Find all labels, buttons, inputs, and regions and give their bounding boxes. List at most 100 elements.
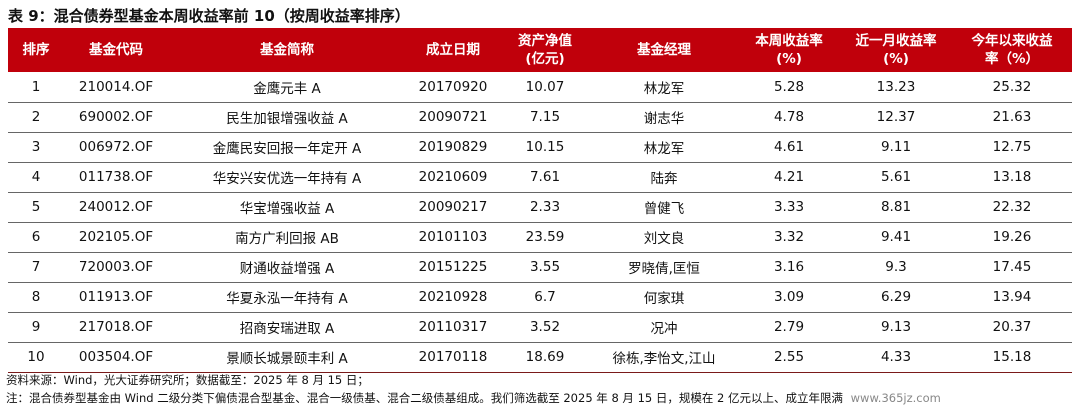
- cell-monthly-return: 5.61: [840, 162, 952, 193]
- footnote: 注：混合债券型基金由 Wind 二级分类下偏债混合型基金、混合一级债基、混合二级…: [6, 390, 941, 406]
- cell-monthly-return: 9.41: [840, 222, 952, 253]
- cell-ytd-return: 13.94: [952, 282, 1072, 313]
- table-row: 8 011913.OF 华夏永泓一年持有 A 20210928 6.7 何家琪 3.09 6.…: [8, 282, 1072, 313]
- cell-fund-code: 720003.OF: [64, 252, 168, 283]
- cell-fund-code: 210014.OF: [64, 72, 168, 103]
- header-net-assets: 资产净值 (亿元): [518, 33, 572, 67]
- header-rank: 排序: [22, 42, 50, 58]
- cell-fund-name: 南方广利回报 AB: [168, 222, 406, 253]
- cell-fund-code: 011913.OF: [64, 282, 168, 313]
- cell-rank: 5: [8, 192, 64, 223]
- cell-fund-manager: 林龙军: [590, 72, 738, 103]
- cell-rank: 4: [8, 162, 64, 193]
- cell-net-assets: 18.69: [500, 342, 590, 373]
- cell-monthly-return: 12.37: [840, 102, 952, 133]
- cell-net-assets: 6.7: [500, 282, 590, 313]
- cell-inception-date: 20170920: [406, 72, 500, 103]
- cell-fund-name: 财通收益增强 A: [168, 252, 406, 283]
- cell-inception-date: 20090217: [406, 192, 500, 223]
- cell-fund-code: 202105.OF: [64, 222, 168, 253]
- table-header-row: 排序 基金代码 基金简称 成立日期 资产净值 (亿元) 基金经理 本周收益率 (…: [8, 28, 1072, 72]
- cell-net-assets: 3.55: [500, 252, 590, 283]
- header-weekly-return: 本周收益率 (%): [755, 33, 823, 67]
- table-row: 7 720003.OF 财通收益增强 A 20151225 3.55 罗晓倩,匡恒 3.16…: [8, 252, 1072, 283]
- table-row: 6 202105.OF 南方广利回报 AB 20101103 23.59 刘文良 3.32 9…: [8, 222, 1072, 253]
- table-row: 2 690002.OF 民生加银增强收益 A 20090721 7.15 谢志华 4.78 1…: [8, 102, 1072, 133]
- cell-fund-manager: 林龙军: [590, 132, 738, 163]
- cell-net-assets: 10.07: [500, 72, 590, 103]
- cell-ytd-return: 15.18: [952, 342, 1072, 373]
- cell-fund-name: 金鹰民安回报一年定开 A: [168, 132, 406, 163]
- cell-ytd-return: 13.18: [952, 162, 1072, 193]
- cell-inception-date: 20170118: [406, 342, 500, 373]
- cell-weekly-return: 5.28: [738, 72, 840, 103]
- cell-monthly-return: 6.29: [840, 282, 952, 313]
- cell-rank: 10: [8, 342, 64, 373]
- cell-rank: 2: [8, 102, 64, 133]
- cell-fund-manager: 谢志华: [590, 102, 738, 133]
- cell-fund-manager: 徐栋,李怡文,江山: [590, 342, 738, 373]
- cell-monthly-return: 4.33: [840, 342, 952, 373]
- cell-fund-code: 240012.OF: [64, 192, 168, 223]
- source-note: 资料来源：Wind，光大证券研究所；数据截至：2025 年 8 月 15 日；: [6, 373, 369, 387]
- cell-monthly-return: 13.23: [840, 72, 952, 103]
- cell-monthly-return: 9.11: [840, 132, 952, 163]
- cell-ytd-return: 22.32: [952, 192, 1072, 223]
- cell-monthly-return: 8.81: [840, 192, 952, 223]
- cell-fund-manager: 何家琪: [590, 282, 738, 313]
- cell-net-assets: 10.15: [500, 132, 590, 163]
- cell-weekly-return: 3.32: [738, 222, 840, 253]
- cell-net-assets: 2.33: [500, 192, 590, 223]
- table-row: 4 011738.OF 华安兴安优选一年持有 A 20210609 7.61 陆奔 4.21…: [8, 162, 1072, 193]
- cell-ytd-return: 17.45: [952, 252, 1072, 283]
- cell-ytd-return: 12.75: [952, 132, 1072, 163]
- cell-fund-name: 华夏永泓一年持有 A: [168, 282, 406, 313]
- watermark: www.365jz.com: [850, 391, 941, 405]
- cell-inception-date: 20090721: [406, 102, 500, 133]
- cell-monthly-return: 9.3: [840, 252, 952, 283]
- cell-rank: 8: [8, 282, 64, 313]
- cell-ytd-return: 25.32: [952, 72, 1072, 103]
- cell-fund-code: 003504.OF: [64, 342, 168, 373]
- cell-weekly-return: 3.09: [738, 282, 840, 313]
- table-row: 5 240012.OF 华宝增强收益 A 20090217 2.33 曾健飞 3.33 8.8…: [8, 192, 1072, 223]
- header-fund-code: 基金代码: [89, 42, 143, 58]
- cell-weekly-return: 4.21: [738, 162, 840, 193]
- cell-net-assets: 3.52: [500, 312, 590, 343]
- cell-ytd-return: 19.26: [952, 222, 1072, 253]
- cell-inception-date: 20110317: [406, 312, 500, 343]
- cell-fund-manager: 罗晓倩,匡恒: [590, 252, 738, 283]
- cell-fund-name: 金鹰元丰 A: [168, 72, 406, 103]
- table-row: 3 006972.OF 金鹰民安回报一年定开 A 20190829 10.15 林龙军 4.…: [8, 132, 1072, 163]
- cell-fund-manager: 况冲: [590, 312, 738, 343]
- fund-ranking-table: 排序 基金代码 基金简称 成立日期 资产净值 (亿元) 基金经理 本周收益率 (…: [8, 28, 1072, 373]
- cell-inception-date: 20151225: [406, 252, 500, 283]
- cell-rank: 6: [8, 222, 64, 253]
- cell-ytd-return: 21.63: [952, 102, 1072, 133]
- cell-net-assets: 7.15: [500, 102, 590, 133]
- cell-inception-date: 20210928: [406, 282, 500, 313]
- cell-rank: 3: [8, 132, 64, 163]
- cell-fund-code: 011738.OF: [64, 162, 168, 193]
- header-fund-name: 基金简称: [260, 42, 314, 58]
- header-inception-date: 成立日期: [426, 42, 480, 58]
- table-title: 表 9：混合债券型基金本周收益率前 10（按周收益率排序）: [8, 7, 410, 25]
- table-row: 9 217018.OF 招商安瑞进取 A 20110317 3.52 况冲 2.79 9.13…: [8, 312, 1072, 343]
- cell-rank: 7: [8, 252, 64, 283]
- cell-fund-manager: 刘文良: [590, 222, 738, 253]
- table-row: 10 003504.OF 景顺长城景颐丰利 A 20170118 18.69 徐栋,李怡文…: [8, 342, 1072, 373]
- footnote-text: 注：混合债券型基金由 Wind 二级分类下偏债混合型基金、混合一级债基、混合二级…: [6, 391, 843, 405]
- cell-fund-name: 华宝增强收益 A: [168, 192, 406, 223]
- cell-inception-date: 20101103: [406, 222, 500, 253]
- cell-fund-name: 华安兴安优选一年持有 A: [168, 162, 406, 193]
- cell-inception-date: 20210609: [406, 162, 500, 193]
- table-row: 1 210014.OF 金鹰元丰 A 20170920 10.07 林龙军 5.28 13.2…: [8, 72, 1072, 103]
- cell-fund-manager: 曾健飞: [590, 192, 738, 223]
- cell-fund-name: 景顺长城景颐丰利 A: [168, 342, 406, 373]
- cell-fund-code: 690002.OF: [64, 102, 168, 133]
- cell-weekly-return: 2.55: [738, 342, 840, 373]
- cell-weekly-return: 4.61: [738, 132, 840, 163]
- cell-net-assets: 23.59: [500, 222, 590, 253]
- cell-net-assets: 7.61: [500, 162, 590, 193]
- cell-rank: 1: [8, 72, 64, 103]
